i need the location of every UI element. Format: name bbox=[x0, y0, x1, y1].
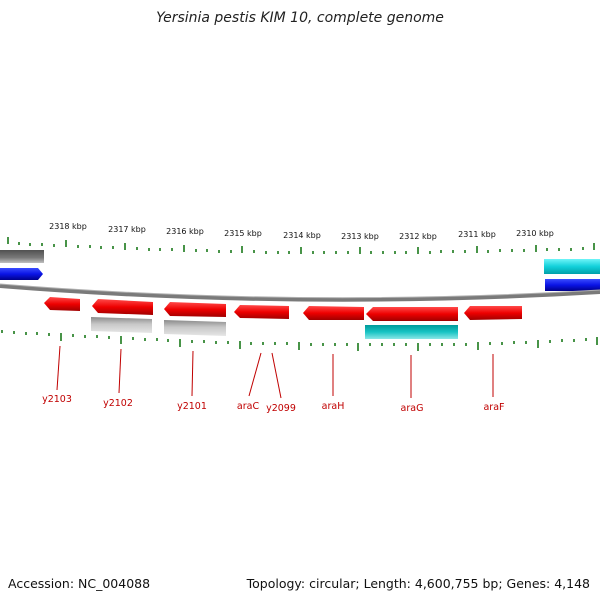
feature-gray-1 bbox=[91, 317, 152, 333]
scale-label: 2312 kbp bbox=[399, 232, 437, 241]
reverse-other-features bbox=[91, 317, 458, 339]
gene-y2103[interactable] bbox=[44, 297, 80, 311]
gene-y2101[interactable] bbox=[164, 302, 226, 317]
page-title: Yersinia pestis KIM 10, complete genome bbox=[156, 10, 444, 26]
forward-features bbox=[0, 250, 600, 291]
gene-label-y2102: y2102 bbox=[103, 398, 133, 409]
gene-label-araF: araF bbox=[483, 402, 504, 413]
gene-araF[interactable] bbox=[464, 306, 522, 320]
gene-y2102[interactable] bbox=[92, 299, 153, 315]
genome-summary-text: Topology: circular; Length: 4,600,755 bp… bbox=[246, 576, 590, 591]
gene-labels: y2103 y2102 y2101 araC y2099 araH araG a… bbox=[42, 394, 504, 414]
scale-label: 2314 kbp bbox=[283, 231, 321, 240]
feature-blue-left bbox=[0, 268, 43, 280]
gene-araH[interactable] bbox=[303, 306, 364, 320]
feature-teal bbox=[365, 325, 458, 339]
scale-label: 2310 kbp bbox=[516, 229, 554, 238]
scale-label: 2316 kbp bbox=[166, 227, 204, 236]
feature-blue-right bbox=[545, 279, 600, 291]
gene-label-y2099: y2099 bbox=[266, 403, 296, 414]
gene-araG[interactable] bbox=[366, 307, 458, 321]
label-leaders bbox=[56, 345, 494, 399]
scale-labels: 2318 kbp 2317 kbp 2316 kbp 2315 kbp 2314… bbox=[49, 222, 554, 241]
gene-label-y2101: y2101 bbox=[177, 401, 207, 412]
scale-label: 2318 kbp bbox=[49, 222, 87, 231]
accession-text: Accession: NC_004088 bbox=[8, 576, 151, 591]
genome-backbone-highlight bbox=[0, 283, 600, 299]
gene-label-y2103: y2103 bbox=[42, 394, 72, 405]
feature-dark-gray-left bbox=[0, 250, 44, 263]
inner-tick-row bbox=[1, 330, 598, 351]
feature-cyan-right bbox=[544, 259, 600, 274]
reverse-genes[interactable] bbox=[44, 297, 522, 321]
outer-tick-row bbox=[7, 237, 595, 254]
scale-label: 2317 kbp bbox=[108, 225, 146, 234]
feature-gray-2 bbox=[164, 320, 226, 336]
scale-label: 2315 kbp bbox=[224, 229, 262, 238]
scale-label: 2311 kbp bbox=[458, 230, 496, 239]
gene-araC[interactable] bbox=[234, 305, 289, 319]
gene-label-araC: araC bbox=[237, 401, 260, 412]
genome-backbone bbox=[0, 284, 600, 302]
gene-label-araG: araG bbox=[401, 403, 424, 414]
scale-label: 2313 kbp bbox=[341, 232, 379, 241]
gene-label-araH: araH bbox=[322, 401, 345, 412]
